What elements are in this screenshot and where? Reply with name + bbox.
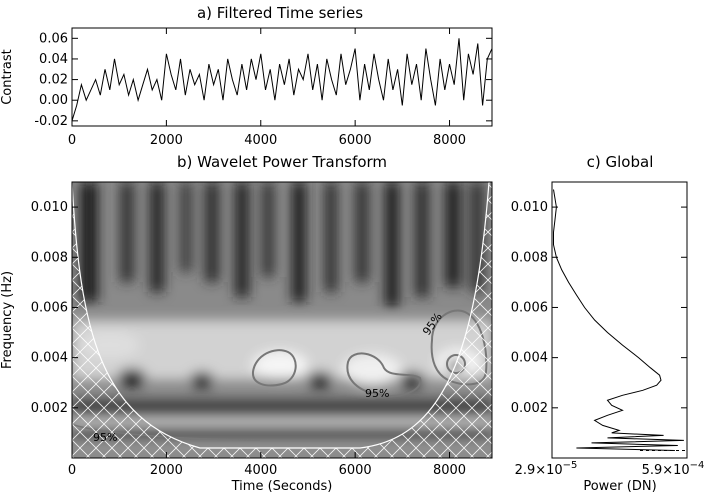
x-tick-label: 0: [68, 133, 76, 148]
panel-a-xticks: 0 2000 4000 6000 8000: [68, 28, 466, 148]
y-tick-label: 0.04: [39, 52, 68, 67]
y-tick-label: 0.004: [511, 351, 548, 366]
x-tick-label: 2.9×10−5: [515, 460, 578, 478]
panel-b: b) Wavelet Power Transform: [0, 153, 493, 494]
contour-95-a: [251, 349, 297, 387]
y-tick-label: 0.010: [511, 200, 548, 215]
panel-a-title: a) Filtered Time series: [197, 4, 363, 22]
x-tick-label: 8000: [433, 133, 466, 148]
contour-label: 95%: [365, 387, 389, 400]
time-series-line: [71, 38, 493, 121]
y-tick-label: 0.002: [511, 401, 548, 416]
y-tick-label: 0.006: [31, 300, 68, 315]
y-tick-label: 0.06: [39, 31, 68, 46]
panel-a-yticks: -0.02 0.00 0.02 0.04 0.06: [34, 31, 492, 129]
x-tick-label: 0: [68, 463, 76, 478]
y-tick-label: 0.002: [31, 401, 68, 416]
wavelet-power-map: 95% 95% 95%: [72, 182, 492, 458]
panel-a-ylabel: Contrast: [0, 49, 15, 105]
x-tick-label: 4000: [244, 133, 277, 148]
y-tick-label: 0.006: [511, 300, 548, 315]
x-tick-label: 2000: [150, 133, 183, 148]
x-tick-label: 6000: [339, 463, 372, 478]
panel-b-ylabel: Frequency (Hz): [0, 271, 15, 369]
contour-95-b: [346, 352, 422, 397]
panel-c-xticks: 2.9×10−5 5.9×10−4: [515, 449, 705, 478]
y-tick-label: 0.004: [31, 351, 68, 366]
contour-label: 95%: [93, 431, 117, 444]
x-tick-label: 5.9×10−4: [642, 460, 705, 478]
panel-c-title: c) Global: [587, 153, 654, 171]
y-tick-label: -0.02: [34, 114, 68, 129]
y-tick-label: 0.008: [31, 250, 68, 265]
panel-b-xlabel: Time (Seconds): [231, 479, 333, 494]
x-tick-label: 6000: [339, 133, 372, 148]
cone-of-influence-edge: [72, 182, 490, 449]
x-tick-label: 8000: [433, 463, 466, 478]
panel-b-title: b) Wavelet Power Transform: [177, 153, 387, 171]
x-tick-label: 2000: [150, 463, 183, 478]
panel-b-xticks: 0 2000 4000 6000 8000: [68, 452, 466, 478]
panel-c: c) Global 0.002 0.004 0.006 0.008 0.010 2.9×…: [511, 153, 705, 494]
y-tick-label: 0.02: [39, 73, 68, 88]
y-tick-label: 0.010: [31, 200, 68, 215]
y-tick-label: 0.008: [511, 250, 548, 265]
panel-c-frame: [551, 181, 688, 459]
panel-c-xlabel: Power (DN): [583, 479, 656, 494]
panel-c-yticks: 0.002 0.004 0.006 0.008 0.010: [511, 200, 687, 416]
y-tick-label: 0.00: [39, 93, 68, 108]
cone-of-influence: [72, 182, 492, 458]
global-spectrum-line: [553, 189, 684, 451]
x-tick-label: 4000: [244, 463, 277, 478]
panel-a: a) Filtered Time series Contrast -0.02 0.…: [0, 4, 493, 148]
panel-a-frame: [71, 27, 493, 127]
panel-b-frame: [71, 181, 493, 459]
panel-b-yticks: 0.002 0.004 0.006 0.008 0.010: [31, 200, 78, 416]
